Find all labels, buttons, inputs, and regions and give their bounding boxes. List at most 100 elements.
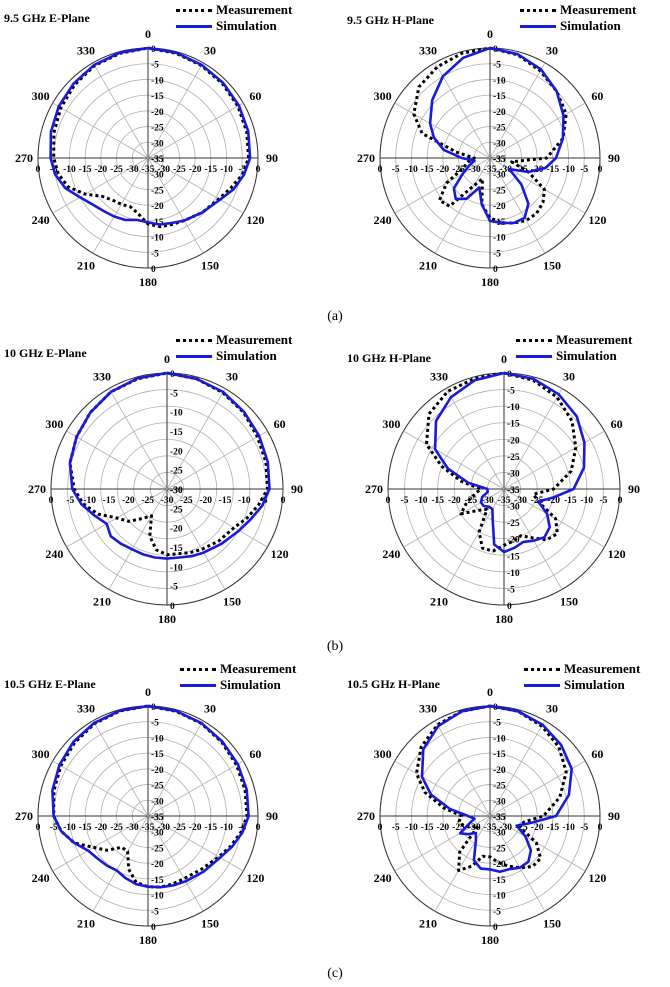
grid-ring [379,705,601,927]
series-simulation [433,371,586,554]
radial-tick-label: -30 [151,139,164,149]
radial-tick-label: -30 [493,171,506,181]
angle-tick-label: 90 [628,482,640,496]
angle-tick-label: 60 [591,89,603,103]
angle-tick-label: 90 [608,809,620,823]
radial-tick-label: 0 [151,45,156,55]
radial-tick-label: -25 [141,496,154,506]
radial-tick-label: -10 [170,409,183,419]
radial-tick-label: -5 [260,496,268,506]
legend-item-simulation: Simulation [180,677,296,693]
radial-tick-label: -20 [122,496,135,506]
radial-tick-label: -30 [126,165,139,175]
radial-tick-label: -25 [515,165,528,175]
radial-tick-label: -10 [151,892,164,902]
radial-tick-label: 0 [493,265,498,275]
radial-tick-label: -25 [173,165,186,175]
grid-spoke [434,815,491,912]
radial-tick-label: -30 [170,486,183,496]
outer-ring [37,705,259,927]
angle-tick-label: 270 [357,151,375,165]
radial-tick-label: -10 [493,734,506,744]
radial-tick-label: -15 [170,544,183,554]
radial-tick-label: -15 [205,823,218,833]
grid-ring [487,472,521,506]
legend-label: Simulation [560,18,621,33]
radial-tick-label: -20 [95,823,108,833]
grid-ring [84,94,212,222]
legend-label: Measurement [220,661,297,676]
grid-ring [116,438,218,540]
radial-tick-label: -20 [437,823,450,833]
radial-tick-label: -25 [493,186,506,196]
radial-tick-label: -35 [142,823,155,833]
dotted-line-swatch [176,8,212,12]
angle-tick-label: 30 [204,702,216,716]
angle-tick-label: 0 [145,27,151,41]
grid-spoke [434,157,491,254]
grid-ring [100,768,196,864]
grid-spoke [147,760,244,817]
radial-tick-label: -10 [405,165,418,175]
grid-ring [420,405,588,573]
grid-spoke [147,720,204,817]
legend-label: Simulation [216,18,277,33]
radial-tick-label: 0 [618,496,623,506]
radial-tick-label: -25 [531,496,544,506]
angle-tick-label: 330 [419,702,437,716]
radial-tick-label: -20 [531,823,544,833]
plot-title: 9.5 GHz E-Plane [4,11,90,25]
angle-tick-label: 0 [501,352,507,366]
plot-title: 10.5 GHz H-Plane [347,677,440,691]
radial-tick-label: -30 [157,165,170,175]
legend-label: Measurement [216,332,293,347]
angle-tick-label: 300 [32,89,50,103]
radial-tick-label: -25 [452,165,465,175]
angle-tick-label: 150 [560,595,578,609]
angle-tick-label: 300 [382,417,400,431]
radial-tick-label: -15 [205,165,218,175]
angle-tick-label: 120 [246,213,264,227]
radial-tick-label: -30 [157,823,170,833]
legend-label: Simulation [556,348,617,363]
solid-line-swatch [516,354,552,358]
radial-tick-label: -25 [173,823,186,833]
radial-tick-label: -25 [110,165,123,175]
grid-spoke [503,488,605,548]
radial-tick-label: -30 [151,797,164,807]
radial-tick-label: -5 [580,823,588,833]
grid-spoke [92,815,149,912]
radial-tick-label: -5 [599,496,607,506]
radial-tick-label: -20 [448,496,461,506]
radial-tick-label: -10 [220,165,233,175]
angle-tick-label: 210 [430,595,448,609]
series-simulation [428,46,565,225]
grid-spoke [489,815,546,912]
grid-ring [458,126,522,190]
grid-ring [69,79,227,237]
grid-ring [395,721,585,911]
grid-ring [453,438,555,540]
outer-ring [379,47,601,269]
radial-tick-label: 0 [386,496,391,506]
radial-tick-label: -5 [493,61,501,71]
legend-item-measurement: Measurement [524,661,640,677]
radial-tick-label: -15 [547,823,560,833]
radial-tick-label: -5 [151,249,159,259]
radial-tick-label: -20 [531,165,544,175]
radial-tick-label: -5 [50,165,58,175]
radial-tick-label: -35 [151,155,164,165]
grid-ring [404,389,604,589]
grid-ring [470,455,538,523]
radial-tick-label: -25 [465,496,478,506]
angle-tick-label: 30 [204,44,216,58]
angle-tick-label: 0 [164,352,170,366]
radial-tick-label: -30 [468,823,481,833]
outer-ring [50,372,284,606]
grid-ring [131,799,165,833]
radial-tick-label: 0 [49,496,54,506]
angle-tick-label: 180 [139,933,157,947]
solid-line-swatch [176,24,212,28]
legend: Measurement Simulation [176,332,292,364]
